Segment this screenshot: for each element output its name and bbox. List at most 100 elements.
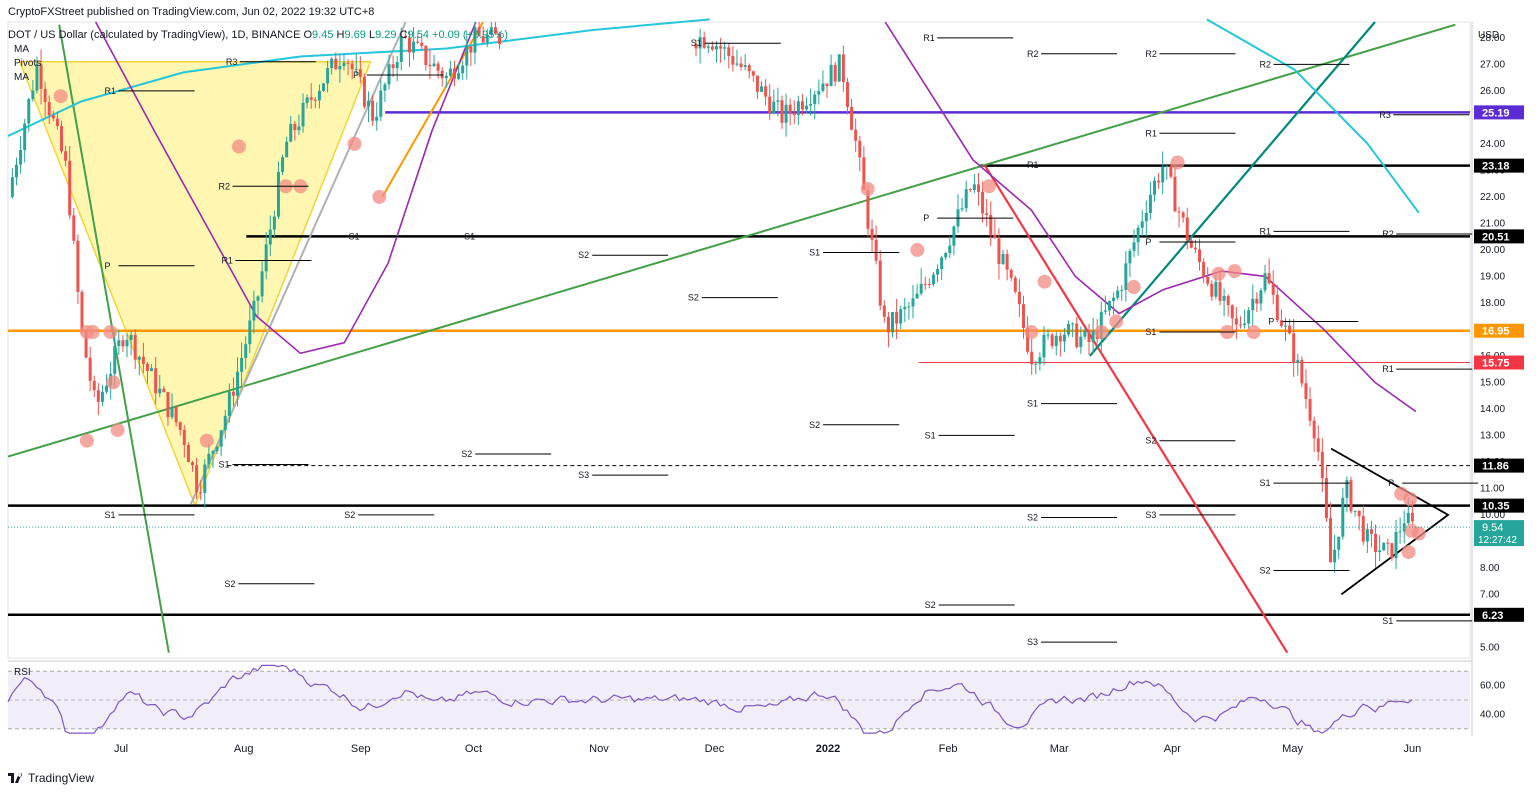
candle-body — [792, 112, 796, 115]
candle-body — [313, 99, 317, 101]
candle-body — [399, 36, 403, 62]
pivot-label: R1 — [1145, 128, 1157, 138]
candle-body — [1308, 399, 1312, 421]
candle-body — [186, 445, 190, 463]
pivot-label: R1 — [104, 86, 116, 96]
candle-body — [878, 260, 882, 306]
pivot-label: S2 — [224, 579, 235, 589]
y-tick-label: 15.00 — [1480, 377, 1505, 388]
indicator-ma-1[interactable]: MA — [14, 44, 29, 55]
candle-body — [1144, 212, 1148, 222]
candle-body — [489, 27, 493, 35]
y-tick-label: 21.00 — [1480, 218, 1505, 229]
candle-body — [391, 64, 395, 69]
ohlc-close: 9.54 — [407, 29, 429, 41]
candle-body — [710, 46, 714, 50]
candle-body — [448, 68, 452, 76]
candle-body — [276, 171, 280, 217]
candle-body — [895, 312, 899, 324]
candle-body — [1067, 324, 1071, 335]
candle-body — [760, 86, 764, 92]
candle-body — [211, 451, 215, 454]
candle-body — [498, 33, 502, 44]
rsi-line — [7, 664, 1413, 734]
candle-body — [948, 245, 952, 253]
tradingview-brand[interactable]: TradingView — [28, 771, 95, 785]
candle-body — [1410, 512, 1414, 522]
candle-body — [1234, 318, 1238, 325]
indicator-pivots[interactable]: Pivots — [14, 58, 42, 69]
pivot-label: S1 — [925, 430, 936, 440]
tradingview-logo-icon — [8, 772, 24, 784]
candle-body — [1247, 310, 1251, 324]
candle-body — [940, 257, 944, 269]
candle-body — [60, 125, 64, 152]
highlight-circle — [1126, 280, 1141, 294]
x-tick-label: 2022 — [816, 743, 840, 755]
candle-body — [379, 90, 383, 117]
candle-body — [1132, 242, 1136, 251]
pivot-label: S2 — [578, 250, 589, 260]
candle-body — [1038, 357, 1042, 364]
candle-body — [747, 65, 751, 72]
highlight-circle — [199, 433, 214, 448]
price-label-box — [1474, 498, 1524, 513]
last-price-box — [1474, 520, 1524, 547]
candle-body — [784, 104, 788, 123]
candle-body — [301, 102, 305, 127]
candle-body — [821, 83, 825, 92]
pivot-label: S3 — [578, 470, 589, 480]
y-tick-label: 22.00 — [1480, 192, 1505, 203]
candle-body — [457, 73, 461, 79]
candle-body — [231, 391, 235, 396]
candle-body — [424, 45, 428, 65]
price-label-box — [1474, 355, 1524, 370]
candle-body — [702, 37, 706, 48]
candle-body — [350, 63, 354, 70]
symbol-name[interactable]: DOT / US Dollar (calculated by TradingVi… — [8, 29, 301, 41]
price-label-text: 15.75 — [1482, 358, 1510, 370]
pivot-label: S1 — [691, 38, 702, 48]
candle-body — [150, 368, 154, 371]
candle-body — [1361, 516, 1365, 542]
candle-body — [829, 64, 833, 87]
highlight-circle — [106, 375, 121, 390]
candle-body — [1165, 165, 1169, 167]
candle-body — [420, 42, 424, 46]
candle-body — [485, 34, 489, 43]
candle-body — [1005, 253, 1009, 270]
candle-body — [1374, 533, 1378, 553]
indicator-ma-2[interactable]: MA — [14, 72, 29, 83]
candle-body — [1181, 212, 1185, 218]
candle-body — [1226, 296, 1230, 306]
candle-body — [817, 91, 821, 95]
candle-body — [219, 430, 223, 447]
candle-body — [805, 105, 809, 110]
price-label-text: 16.95 — [1482, 326, 1510, 338]
candle-body — [191, 462, 195, 466]
candle-body — [1185, 217, 1189, 241]
candle-body — [1148, 194, 1152, 213]
candle-body — [1349, 480, 1353, 512]
candle-body — [1255, 298, 1259, 304]
candle-body — [1263, 273, 1267, 291]
candle-body — [825, 83, 829, 87]
teal-uptrend-line — [1089, 21, 1376, 357]
candle-body — [19, 149, 23, 165]
candle-body — [236, 371, 240, 396]
candle-body — [289, 123, 293, 142]
candle-body — [334, 58, 338, 70]
candle-body — [1128, 250, 1132, 264]
candle-body — [719, 46, 723, 49]
pivot-label: R1 — [1027, 160, 1039, 170]
ohlc-change: +0.09 — [432, 29, 460, 41]
candle-body — [743, 65, 747, 67]
candle-body — [976, 184, 980, 192]
candle-body — [1312, 420, 1316, 439]
candle-body — [907, 306, 911, 308]
candle-body — [321, 83, 325, 91]
candle-body — [1222, 296, 1226, 301]
candle-body — [248, 320, 252, 345]
